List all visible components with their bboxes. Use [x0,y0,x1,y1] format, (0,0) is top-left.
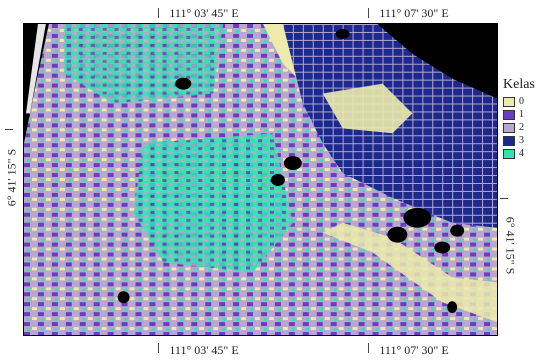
nodata-blob [434,241,451,254]
top-longitude-label: 111° 07' 30" E [379,6,449,20]
nodata-blob [450,224,465,237]
legend-swatch [503,109,515,120]
classification-map [23,23,498,336]
nodata-blob [270,174,285,186]
legend-item-2: 2 [503,121,535,134]
bottom-longitude-label: 111° 07' 30" E [379,343,449,357]
legend-swatch [503,122,515,133]
legend-title: Kelas [503,77,535,92]
class-0-shoreline [322,222,497,323]
top-tick [158,8,159,18]
class-0-pond-patch [322,83,413,134]
nodata-blob [335,28,350,39]
nodata-blobs [117,28,465,314]
sea-nodata-area [377,24,497,99]
legend-item-0: 0 [503,95,535,108]
legend-item-1: 1 [503,108,535,121]
legend-label: 4 [519,148,524,159]
right-tick [500,198,508,199]
legend-label: 0 [519,96,524,107]
legend-items: 0 1 2 3 4 [503,95,535,160]
bottom-tick [158,343,159,353]
river-channel [25,24,46,114]
nodata-blob [447,301,458,314]
top-tick [368,8,369,18]
left-latitude-label: 6° 41' 15" S [4,148,19,207]
bottom-tick [368,343,369,353]
legend: Kelas 0 1 2 3 4 [503,77,535,160]
nodata-blob [175,77,192,90]
legend-item-3: 3 [503,134,535,147]
legend-swatch [503,96,515,107]
bottom-longitude-label: 111° 03' 45" E [169,343,239,357]
nodata-blob [117,291,130,304]
legend-swatch [503,148,515,159]
class-raster [24,24,497,335]
nodata-blob [283,156,302,171]
river-nodata [24,24,49,144]
legend-swatch [503,135,515,146]
legend-label: 3 [519,135,524,146]
nodata-blob [403,207,432,228]
left-tick [5,129,13,130]
legend-item-4: 4 [503,147,535,160]
legend-label: 2 [519,122,524,133]
legend-label: 1 [519,109,524,120]
top-longitude-label: 111° 03' 45" E [169,6,239,20]
right-latitude-label: 6° 41' 15" S [503,216,518,275]
class-4-cluster [133,133,293,273]
nodata-blob [387,226,408,243]
